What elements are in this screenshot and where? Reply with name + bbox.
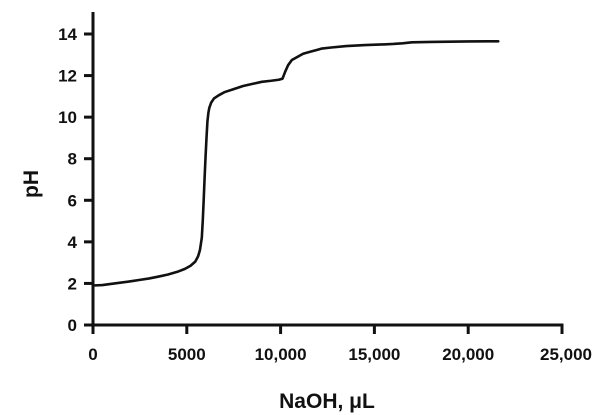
y-tick-label: 2 bbox=[68, 274, 77, 293]
x-axis-title: NaOH, μL bbox=[279, 390, 375, 413]
y-tick-label: 0 bbox=[68, 316, 77, 335]
y-tick-label: 10 bbox=[58, 108, 77, 127]
x-tick-label: 25,000 bbox=[540, 345, 592, 364]
x-tick-label: 15,000 bbox=[348, 345, 400, 364]
y-axis-title: pH bbox=[20, 170, 43, 198]
y-tick-label: 8 bbox=[68, 150, 77, 169]
x-tick-label: 0 bbox=[88, 345, 97, 364]
series-line-ph bbox=[91, 39, 500, 287]
y-tick-label: 12 bbox=[58, 67, 77, 86]
x-tick-label: 20,000 bbox=[442, 345, 494, 364]
x-tick-label: 5000 bbox=[168, 345, 206, 364]
y-tick-label: 14 bbox=[58, 25, 77, 44]
y-tick-label: 4 bbox=[68, 233, 78, 252]
y-axis-ticks: 0 2 4 6 8 10 12 14 bbox=[58, 25, 93, 335]
y-tick-label: 6 bbox=[68, 191, 77, 210]
x-tick-label: 10,000 bbox=[255, 345, 307, 364]
x-axis-ticks: 0 5000 10,000 15,000 20,000 25,000 bbox=[88, 325, 592, 364]
